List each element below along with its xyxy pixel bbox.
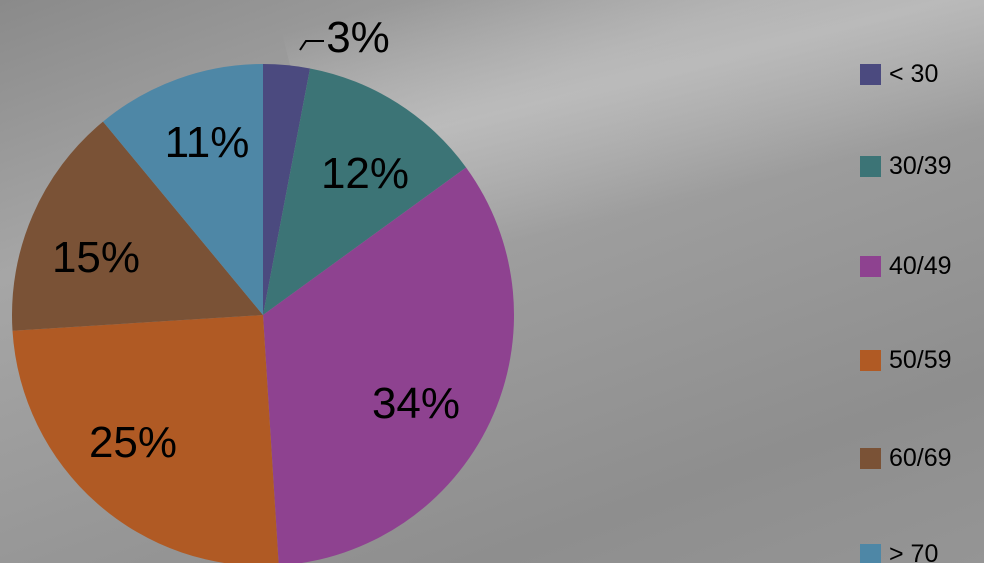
pie-slice-4 xyxy=(12,315,279,563)
pie-slice-5 xyxy=(11,121,263,331)
data-label-4: 25% xyxy=(89,418,177,467)
legend-swatch xyxy=(860,349,881,371)
data-label-6: 11% xyxy=(165,118,250,167)
legend-item-3: 40/49 xyxy=(860,252,952,280)
pie-slices xyxy=(11,64,514,563)
pie-data-labels: 3% 12% 34% 25% 15% 11% xyxy=(52,13,460,467)
legend-swatch xyxy=(860,155,881,177)
legend-label: < 30 xyxy=(889,59,939,88)
pie-slice-2 xyxy=(263,68,467,316)
legend-item-6: > 70 xyxy=(860,540,938,563)
data-label-1: 3% xyxy=(326,13,390,62)
pie-slice-3 xyxy=(263,167,514,563)
legend-item-1: < 30 xyxy=(860,60,938,88)
legend-label: 30/39 xyxy=(889,151,952,180)
legend-label: > 70 xyxy=(889,539,939,563)
legend-item-4: 50/59 xyxy=(860,346,952,374)
data-label-3: 34% xyxy=(372,379,460,428)
legend-swatch xyxy=(860,255,881,277)
legend-item-5: 60/69 xyxy=(860,444,952,472)
data-label-2: 12% xyxy=(321,149,409,198)
data-label-5: 15% xyxy=(52,233,140,282)
legend-item-2: 30/39 xyxy=(860,152,952,180)
legend-swatch xyxy=(860,63,881,85)
pie-slice-6 xyxy=(103,64,263,315)
legend-swatch xyxy=(860,447,881,469)
legend-swatch xyxy=(860,543,881,563)
pie-slice-1 xyxy=(263,64,311,315)
legend-label: 60/69 xyxy=(889,443,952,472)
legend-label: 50/59 xyxy=(889,345,952,374)
leader-line-3pct xyxy=(299,40,324,51)
legend-label: 40/49 xyxy=(889,251,952,280)
